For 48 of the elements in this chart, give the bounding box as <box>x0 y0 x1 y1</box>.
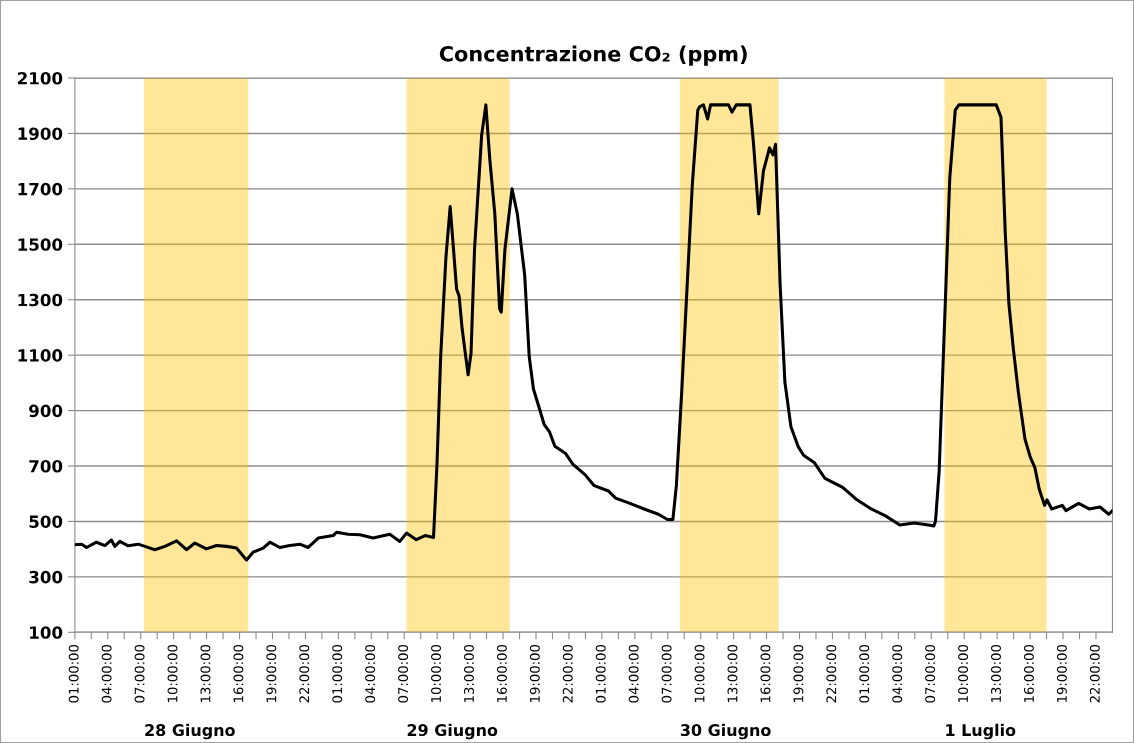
y-tick-label: 500 <box>29 515 63 529</box>
x-tick-label: 22:00:00 <box>1089 644 1100 703</box>
y-tick-label: 2100 <box>17 71 63 85</box>
x-tick-label: 01:00:00 <box>68 644 79 703</box>
x-tick-label: 19:00:00 <box>793 644 804 702</box>
x-tick-label: 07:00:00 <box>925 644 936 703</box>
x-tick-label: 10:00:00 <box>694 644 705 702</box>
y-tick-label: 100 <box>30 626 63 639</box>
x-tick-label: 01:00:00 <box>859 644 870 703</box>
y-tick-label: 1100 <box>18 349 63 362</box>
x-tick-label: 19:00:00 <box>266 644 277 702</box>
x-tick-label: 13:00:00 <box>991 644 1001 702</box>
x-tick-label: 01:00:00 <box>332 644 343 703</box>
x-tick-label: 10:00:00 <box>167 644 178 702</box>
x-tick-label: 10:00:00 <box>431 644 442 702</box>
x-tick-label: 19:00:00 <box>529 644 540 702</box>
text: 29 Giugno <box>407 723 498 740</box>
x-tick-label: 04:00:00 <box>628 644 639 703</box>
x-tick-label: 13:00:00 <box>727 644 738 702</box>
x-tick-label: 13:00:00 <box>463 644 474 702</box>
y-tick-label: 1300 <box>18 293 63 307</box>
x-tick-label: 22:00:00 <box>562 644 573 703</box>
x-tick-label: 22:00:00 <box>299 644 310 703</box>
text: 30 Giugno <box>680 723 771 740</box>
y-tick-label: 300 <box>29 570 63 584</box>
y-tick-label: 900 <box>29 404 63 418</box>
x-tick-label: 07:00:00 <box>134 644 145 703</box>
text: 28 Giugno <box>145 723 235 740</box>
y-tick-label: 1900 <box>18 127 63 141</box>
x-tick-label: 16:00:00 <box>760 644 771 702</box>
x-tick-label: 04:00:00 <box>892 644 903 703</box>
x-tick-label: 10:00:00 <box>958 644 969 702</box>
y-tick-label: 700 <box>29 459 63 473</box>
x-tick-label: 07:00:00 <box>661 644 672 703</box>
x-tick-label: 01:00:00 <box>595 644 606 703</box>
y-tick-label: 1700 <box>18 182 63 196</box>
x-tick-label: 16:00:00 <box>233 644 244 702</box>
x-tick-label: 04:00:00 <box>101 644 112 703</box>
x-tick-label: 16:00:00 <box>1023 644 1034 702</box>
x-tick-label: 16:00:00 <box>496 644 507 702</box>
y-tick-label: 1500 <box>18 238 63 251</box>
chart-title: Concentrazione CO₂ (ppm) <box>439 45 747 66</box>
x-tick-label: 07:00:00 <box>398 644 409 703</box>
x-tick-label: 13:00:00 <box>200 644 211 702</box>
text: 1 Luglio <box>946 723 1016 740</box>
x-tick-label: 04:00:00 <box>365 644 376 703</box>
x-tick-label: 19:00:00 <box>1056 644 1067 702</box>
x-tick-label: 22:00:00 <box>826 644 837 703</box>
